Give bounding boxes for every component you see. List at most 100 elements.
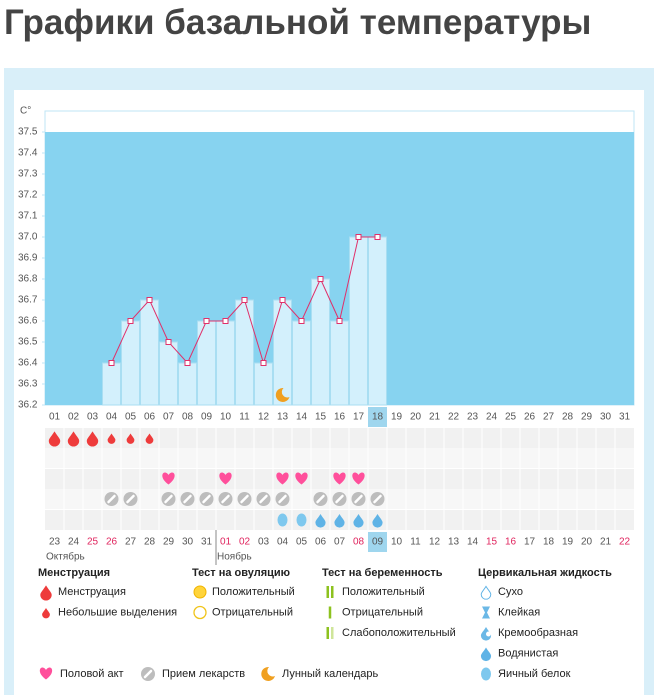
bar [216, 320, 235, 406]
icon-shape [372, 514, 383, 528]
y-tick-label: 36.4 [18, 358, 38, 369]
icon-shape [48, 431, 61, 447]
month-label: Ноябрь [217, 551, 252, 563]
icon-shape [40, 585, 52, 601]
sticky-icon [482, 606, 490, 619]
icon-shape [276, 472, 289, 485]
selected-day [368, 407, 387, 427]
x-tick-label: 02 [68, 412, 80, 423]
bar [102, 362, 121, 406]
pr_weak-icon [326, 627, 334, 639]
legend-item: Кремообразная [498, 627, 578, 639]
cycle-date: 13 [448, 537, 460, 548]
point [241, 297, 248, 303]
heavy-icon [86, 431, 99, 447]
point [260, 360, 267, 366]
event-row [45, 448, 634, 468]
x-tick-label: 28 [562, 412, 574, 423]
pr_neg-icon [328, 606, 332, 619]
cycle-date: 09 [372, 537, 384, 548]
cycle-date: 15 [486, 537, 498, 548]
light-icon [126, 433, 135, 444]
icon-shape [278, 494, 287, 504]
icon-shape [333, 472, 346, 485]
cycle-date: 02 [239, 537, 251, 548]
point [355, 234, 362, 240]
point [184, 360, 191, 366]
point [336, 318, 343, 324]
pill-icon [218, 492, 233, 506]
icon-shape [145, 433, 154, 444]
bar [349, 236, 368, 406]
y-tick-label: 37.0 [18, 232, 38, 243]
y-tick-label: 37.5 [18, 127, 38, 138]
icon-shape [482, 606, 490, 619]
x-tick-label: 04 [106, 412, 118, 423]
egg_white-icon [277, 513, 288, 527]
legend-item: Сухо [498, 586, 523, 598]
point [146, 297, 153, 303]
icon-shape [315, 514, 326, 528]
legend-item: Прием лекарств [162, 668, 245, 680]
legend-heading: Менструация [38, 567, 110, 579]
legend-item: Слабоположительный [342, 627, 456, 639]
cycle-date: 17 [524, 537, 536, 548]
x-tick-label: 07 [163, 412, 175, 423]
icon-shape [316, 494, 325, 504]
icon-shape [107, 433, 116, 444]
creamy-icon [480, 627, 492, 641]
pill-icon [237, 492, 252, 506]
bar [159, 341, 178, 406]
cycle-date: 07 [334, 537, 346, 548]
icon-shape [334, 514, 345, 528]
x-tick-label: 29 [581, 412, 593, 423]
ov_neg-icon [193, 605, 207, 620]
y-tick-label: 37.3 [18, 169, 38, 180]
icon-shape [328, 606, 332, 619]
icon-shape [326, 627, 329, 639]
y-tick-label: 36.3 [18, 379, 38, 390]
x-tick-label: 26 [524, 412, 536, 423]
icon-shape [373, 494, 382, 504]
legend-item: Положительный [342, 586, 425, 598]
point [222, 318, 229, 324]
cycle-date: 18 [543, 537, 555, 548]
legend-item: Отрицательный [342, 606, 423, 618]
pill-icon [256, 492, 271, 506]
icon-shape [221, 494, 230, 504]
icon-shape [480, 627, 492, 641]
egg_white-icon [481, 667, 491, 681]
legend-item: Отрицательный [212, 606, 293, 618]
legend-item: Лунный календарь [282, 668, 379, 680]
icon-shape [261, 666, 275, 681]
x-tick-label: 23 [467, 412, 479, 423]
icon-shape [193, 605, 207, 620]
icon-shape [39, 667, 53, 680]
pill-icon [275, 492, 290, 506]
cycle-date: 04 [277, 537, 289, 548]
bar [197, 320, 216, 406]
icon-shape [296, 513, 307, 527]
icon-shape [202, 494, 211, 504]
legend-heading: Тест на беременность [322, 567, 443, 579]
watery-icon [480, 647, 492, 662]
icon-shape [331, 586, 334, 598]
page-title: Графики базальной температуры [4, 3, 592, 42]
icon-shape [486, 631, 491, 637]
heart-icon [295, 472, 308, 485]
bar [311, 278, 330, 406]
egg_white-icon [296, 513, 307, 527]
x-tick-label: 13 [277, 412, 289, 423]
cycle-date: 29 [163, 537, 175, 548]
light-icon [42, 607, 50, 619]
y-axis-label: C° [20, 106, 31, 117]
cycle-date: 12 [429, 537, 441, 548]
y-tick-label: 36.9 [18, 253, 38, 264]
icon-shape [480, 585, 492, 600]
icon-shape [481, 667, 491, 681]
bar [254, 362, 273, 406]
x-tick-label: 12 [258, 412, 270, 423]
icon-shape [107, 494, 116, 504]
heart-icon [352, 472, 365, 485]
